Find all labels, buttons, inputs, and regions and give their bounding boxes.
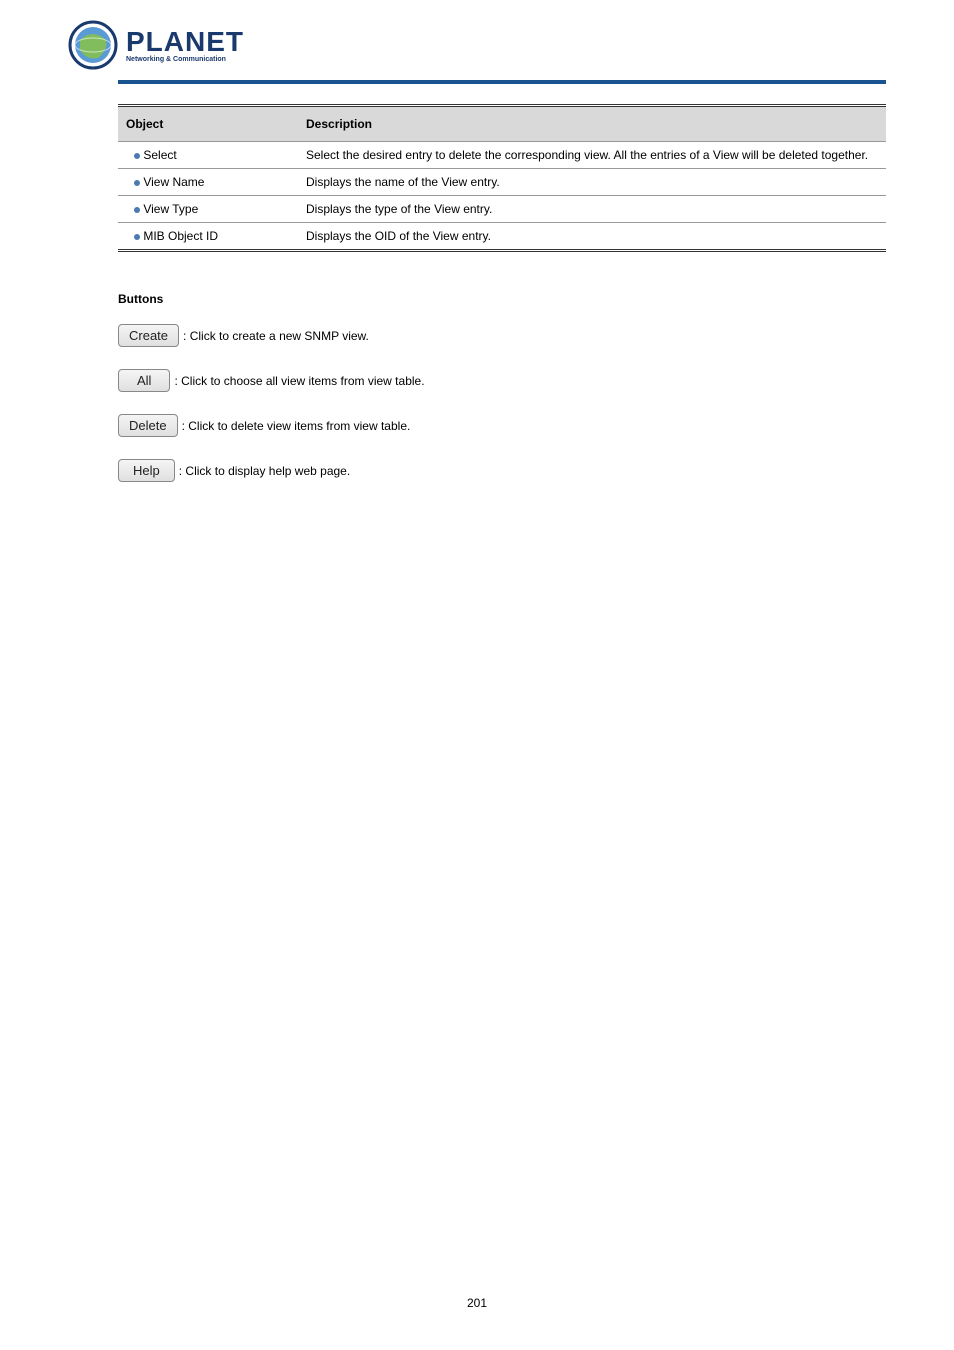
bullet-icon [134,207,140,213]
all-button-description: : Click to choose all view items from vi… [174,374,424,388]
view-table: Object Description Select Select the des… [118,104,886,252]
create-button-description: : Click to create a new SNMP view. [183,329,369,343]
header-description: Description [298,106,886,142]
object-label: View Type [143,202,198,216]
description-cell: Select the desired entry to delete the c… [298,142,886,169]
create-button[interactable]: Create [118,324,179,347]
bullet-icon [134,153,140,159]
button-row: Create : Click to create a new SNMP view… [118,324,886,347]
page-number: 201 [0,1296,954,1310]
description-cell: Displays the name of the View entry. [298,169,886,196]
table-row: View Name Displays the name of the View … [118,169,886,196]
logo-brand: PLANET [126,28,244,56]
description-cell: Displays the OID of the View entry. [298,223,886,251]
object-label: MIB Object ID [143,229,218,243]
object-cell: MIB Object ID [118,223,298,251]
help-button-description: : Click to display help web page. [179,464,350,478]
bullet-icon [134,234,140,240]
description-cell: Displays the type of the View entry. [298,196,886,223]
delete-button-description: : Click to delete view items from view t… [182,419,411,433]
button-row: All : Click to choose all view items fro… [118,369,886,392]
all-button[interactable]: All [118,369,170,392]
table-header-row: Object Description [118,106,886,142]
bullet-icon [134,180,140,186]
object-label: Select [143,148,176,162]
table-row: Select Select the desired entry to delet… [118,142,886,169]
planet-logo-icon [68,20,118,70]
object-cell: Select [118,142,298,169]
button-row: Help : Click to display help web page. [118,459,886,482]
logo-tagline: Networking & Communication [126,56,244,63]
header-object: Object [118,106,298,142]
content-area: Object Description Select Select the des… [0,84,954,482]
logo-area: PLANET Networking & Communication [0,0,954,80]
buttons-section-title: Buttons [118,292,886,306]
table-row: View Type Displays the type of the View … [118,196,886,223]
help-button[interactable]: Help [118,459,175,482]
button-row: Delete : Click to delete view items from… [118,414,886,437]
object-label: View Name [143,175,204,189]
object-cell: View Type [118,196,298,223]
delete-button[interactable]: Delete [118,414,178,437]
logo-text: PLANET Networking & Communication [126,28,244,63]
table-row: MIB Object ID Displays the OID of the Vi… [118,223,886,251]
object-cell: View Name [118,169,298,196]
